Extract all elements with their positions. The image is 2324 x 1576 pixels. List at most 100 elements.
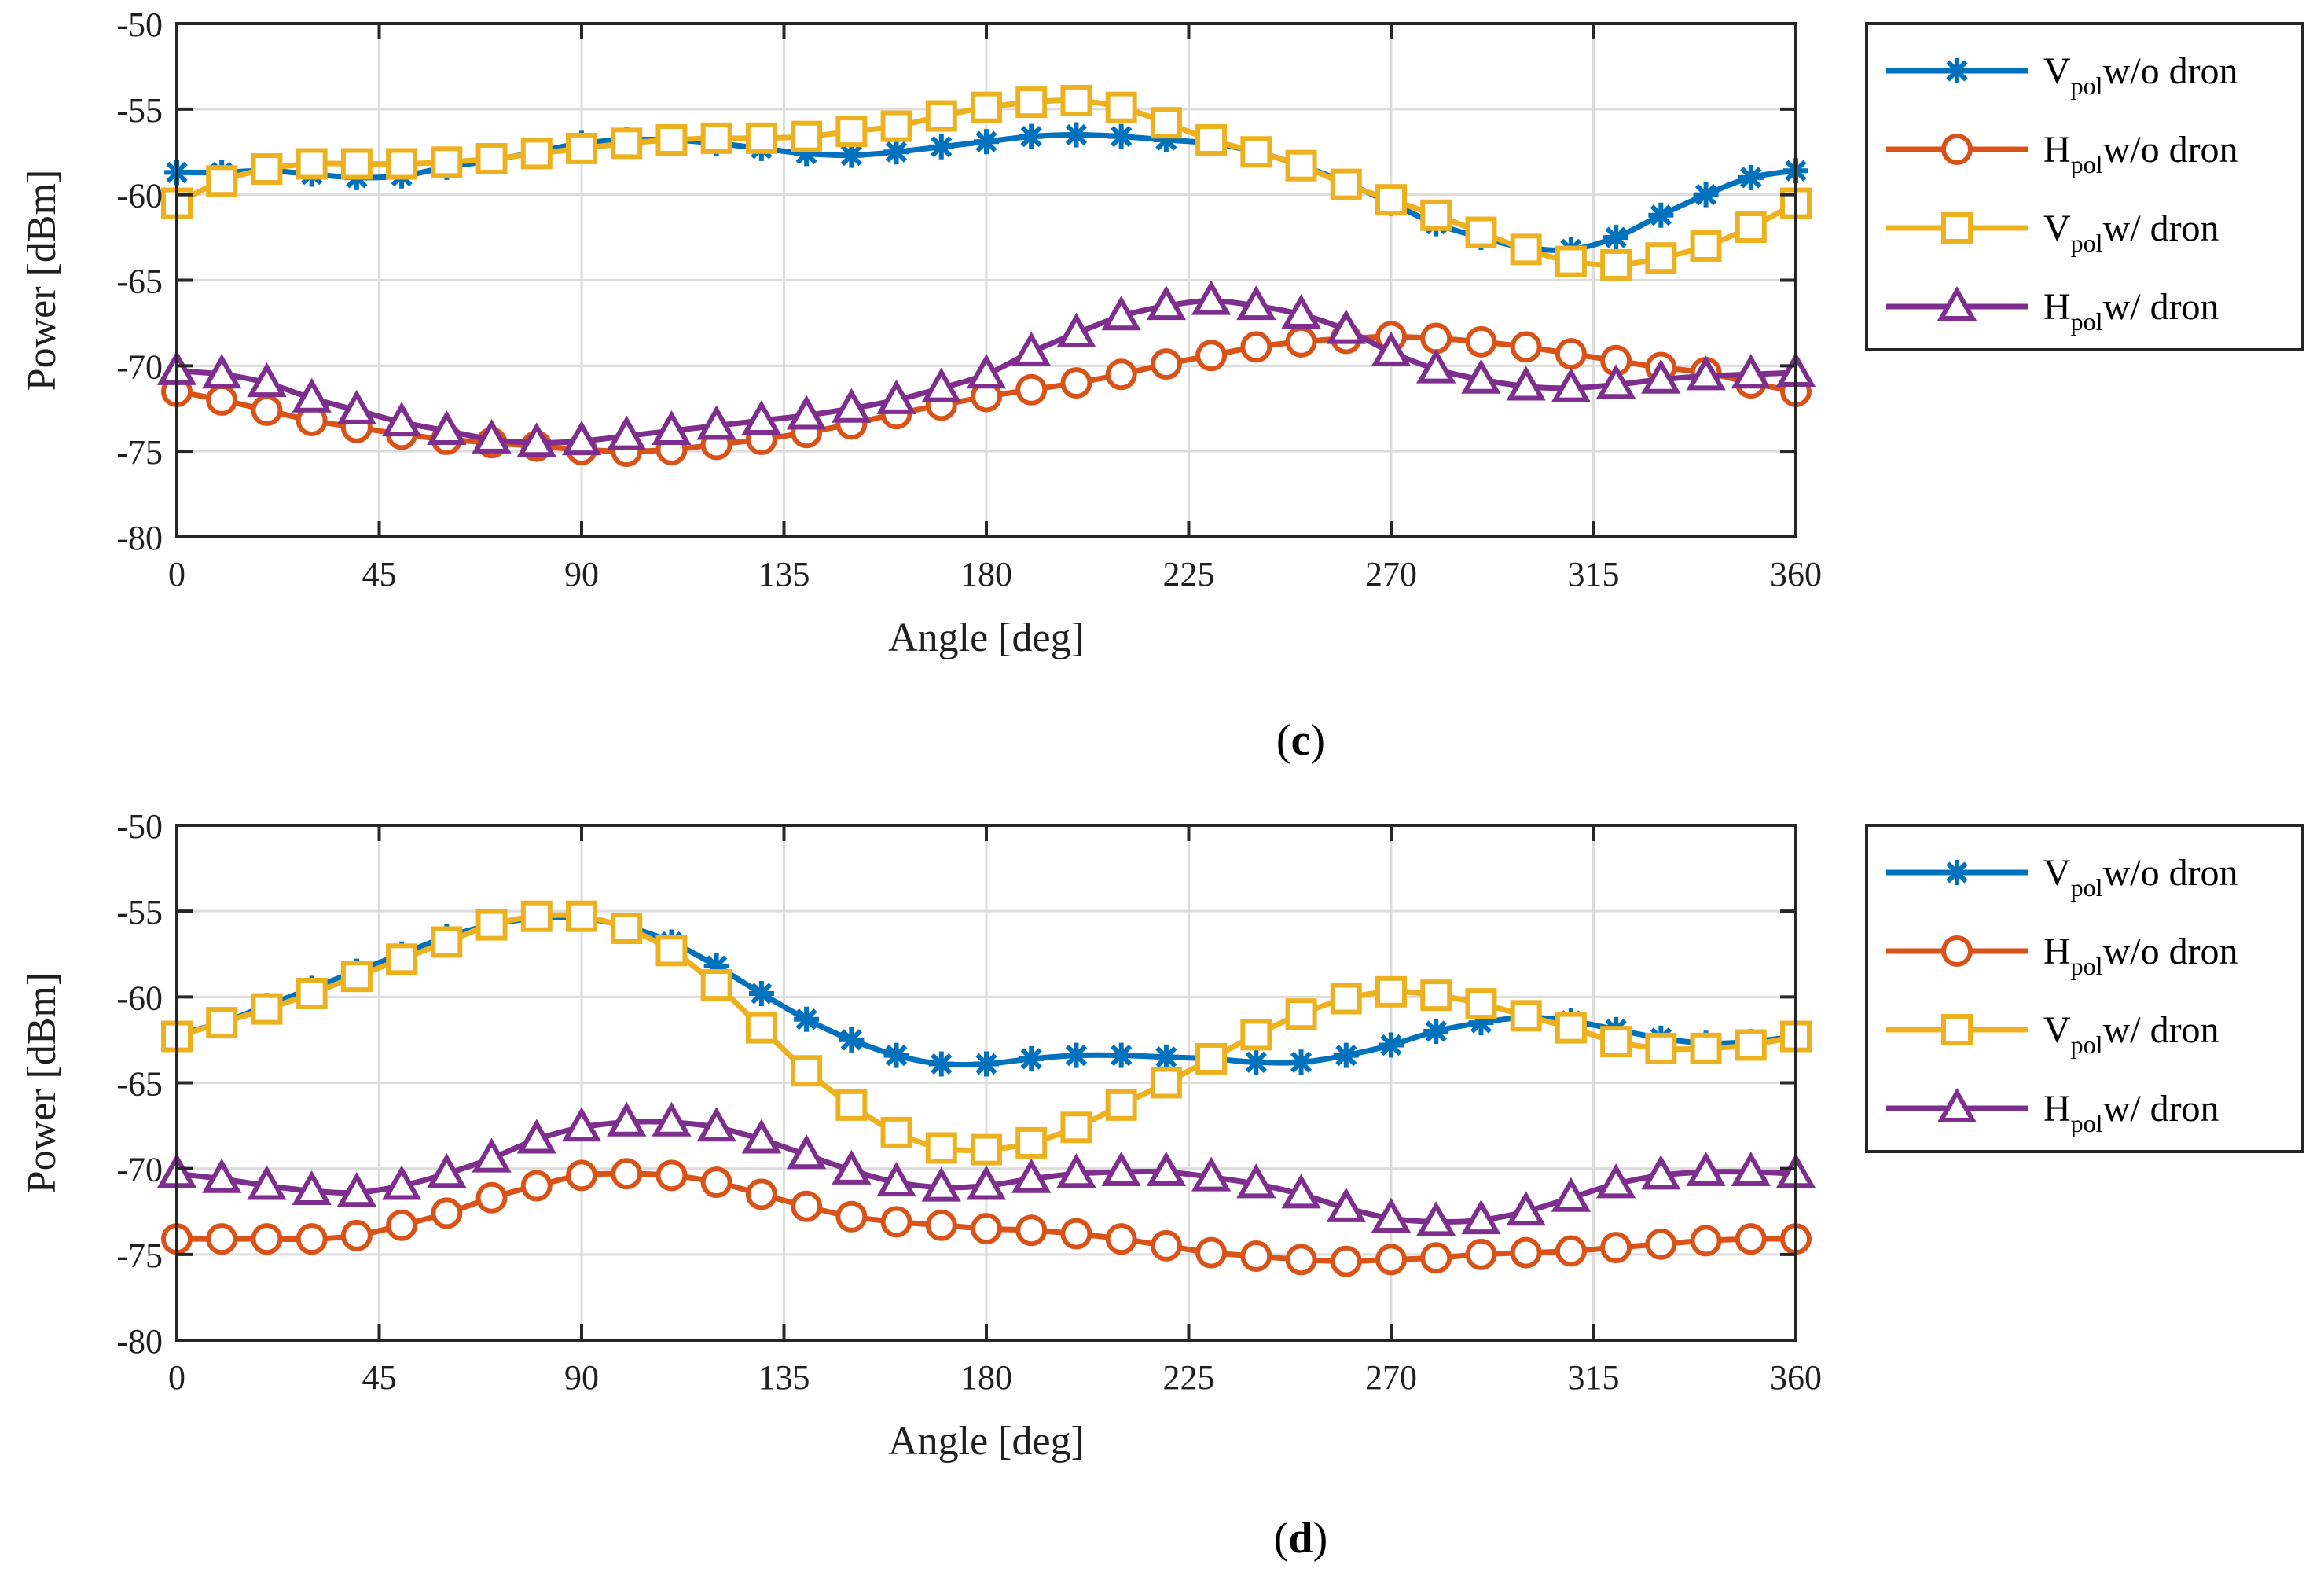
data-point (1465, 1238, 1497, 1270)
data-point (748, 980, 774, 1006)
data-point (696, 1107, 736, 1142)
data-point (1693, 182, 1719, 208)
legend-marker (1941, 1014, 1973, 1045)
legend-label: Hpolw/ dron (2043, 1088, 2219, 1137)
x-tick-label: 315 (1568, 1358, 1620, 1397)
legend-marker (1941, 212, 1973, 244)
data-point (1150, 1229, 1182, 1262)
legend-box (1865, 22, 2304, 351)
data-point (1465, 988, 1497, 1020)
data-point (1285, 1244, 1317, 1276)
data-point (296, 977, 328, 1009)
data-point (1330, 168, 1362, 200)
data-point (1060, 367, 1092, 399)
data-point (1641, 1155, 1681, 1190)
data-point (561, 1107, 602, 1142)
data-point (1555, 1235, 1587, 1267)
data-point (876, 1162, 916, 1197)
data-point (1506, 366, 1546, 401)
data-point (1375, 975, 1407, 1008)
data-point (1150, 107, 1182, 139)
data-point (292, 377, 332, 413)
x-tick-label: 315 (1568, 555, 1620, 593)
data-point (1603, 225, 1629, 251)
data-point (1015, 1126, 1048, 1159)
data-point (607, 415, 647, 450)
data-point (1645, 1032, 1677, 1064)
x-tick-label: 45 (362, 555, 397, 593)
y-tick-label: -60 (116, 177, 163, 215)
data-point (1600, 1232, 1632, 1264)
data-point (745, 1178, 777, 1210)
data-point (566, 1159, 597, 1192)
data-point (928, 134, 954, 160)
data-point (1060, 1218, 1092, 1250)
data-point (340, 1219, 373, 1251)
data-point (1461, 1199, 1501, 1235)
data-point (1600, 248, 1632, 281)
data-point (427, 1153, 467, 1188)
data-point (880, 1206, 912, 1238)
data-point (966, 354, 1007, 389)
data-point (340, 148, 373, 180)
data-point (1063, 122, 1089, 148)
data-point (1690, 230, 1722, 262)
data-point (1326, 1187, 1366, 1222)
y-tick-label: -65 (116, 263, 163, 301)
legend-label: Hpolw/ dron (2043, 286, 2219, 336)
data-point (1019, 123, 1045, 149)
data-point (971, 1213, 1002, 1245)
data-point (1105, 358, 1137, 391)
legend-box (1865, 824, 2304, 1153)
data-point (1510, 331, 1542, 363)
data-point (745, 1012, 777, 1044)
data-point (1060, 84, 1092, 116)
data-point (880, 1116, 912, 1148)
x-tick-label: 90 (564, 1358, 599, 1397)
data-point (1420, 322, 1452, 355)
series-3 (161, 84, 1812, 281)
data-point (835, 1200, 868, 1233)
legend-entry: Hpolw/ dron (1886, 1087, 2219, 1137)
legend: Vpolw/o dron Hpolw/o dron Vpolw/ dron Hpolw… (1865, 22, 2304, 351)
x-tick-label: 225 (1163, 555, 1215, 593)
data-point (1641, 358, 1681, 394)
data-point (1731, 354, 1771, 389)
data-point (340, 961, 373, 993)
x-tick-label: 360 (1770, 555, 1822, 593)
y-tick-label: -50 (116, 6, 163, 44)
data-point (1416, 348, 1456, 384)
data-point (1735, 1223, 1767, 1255)
data-point (386, 148, 418, 180)
data-point (974, 1051, 999, 1077)
x-tick-label: 0 (168, 1358, 185, 1397)
data-point (206, 165, 238, 197)
y-tick-label: -55 (116, 893, 163, 931)
data-point (381, 1165, 422, 1200)
data-point (1330, 1245, 1362, 1277)
data-point (655, 124, 688, 156)
panel-label: (d) (1274, 1514, 1327, 1563)
data-point (1461, 358, 1501, 394)
data-point (1648, 202, 1674, 228)
data-point (1105, 1089, 1137, 1121)
data-point (1150, 348, 1182, 380)
data-point (832, 388, 872, 423)
data-point (974, 129, 999, 155)
y-tick-label: -80 (116, 519, 163, 557)
legend-entry: Vpolw/o dron (1886, 50, 2238, 100)
data-point (611, 913, 643, 944)
data-point (1690, 1032, 1722, 1064)
data-point (472, 418, 512, 454)
x-tick-label: 0 (168, 555, 185, 593)
data-point (1555, 245, 1587, 277)
data-point (566, 132, 597, 164)
data-point (431, 146, 463, 178)
data-point (1240, 1240, 1272, 1273)
data-point (296, 1223, 328, 1255)
data-point (883, 139, 909, 165)
data-point (1056, 312, 1096, 347)
y-axis-label: Power [dBm] (20, 170, 64, 391)
data-point (206, 1007, 238, 1039)
